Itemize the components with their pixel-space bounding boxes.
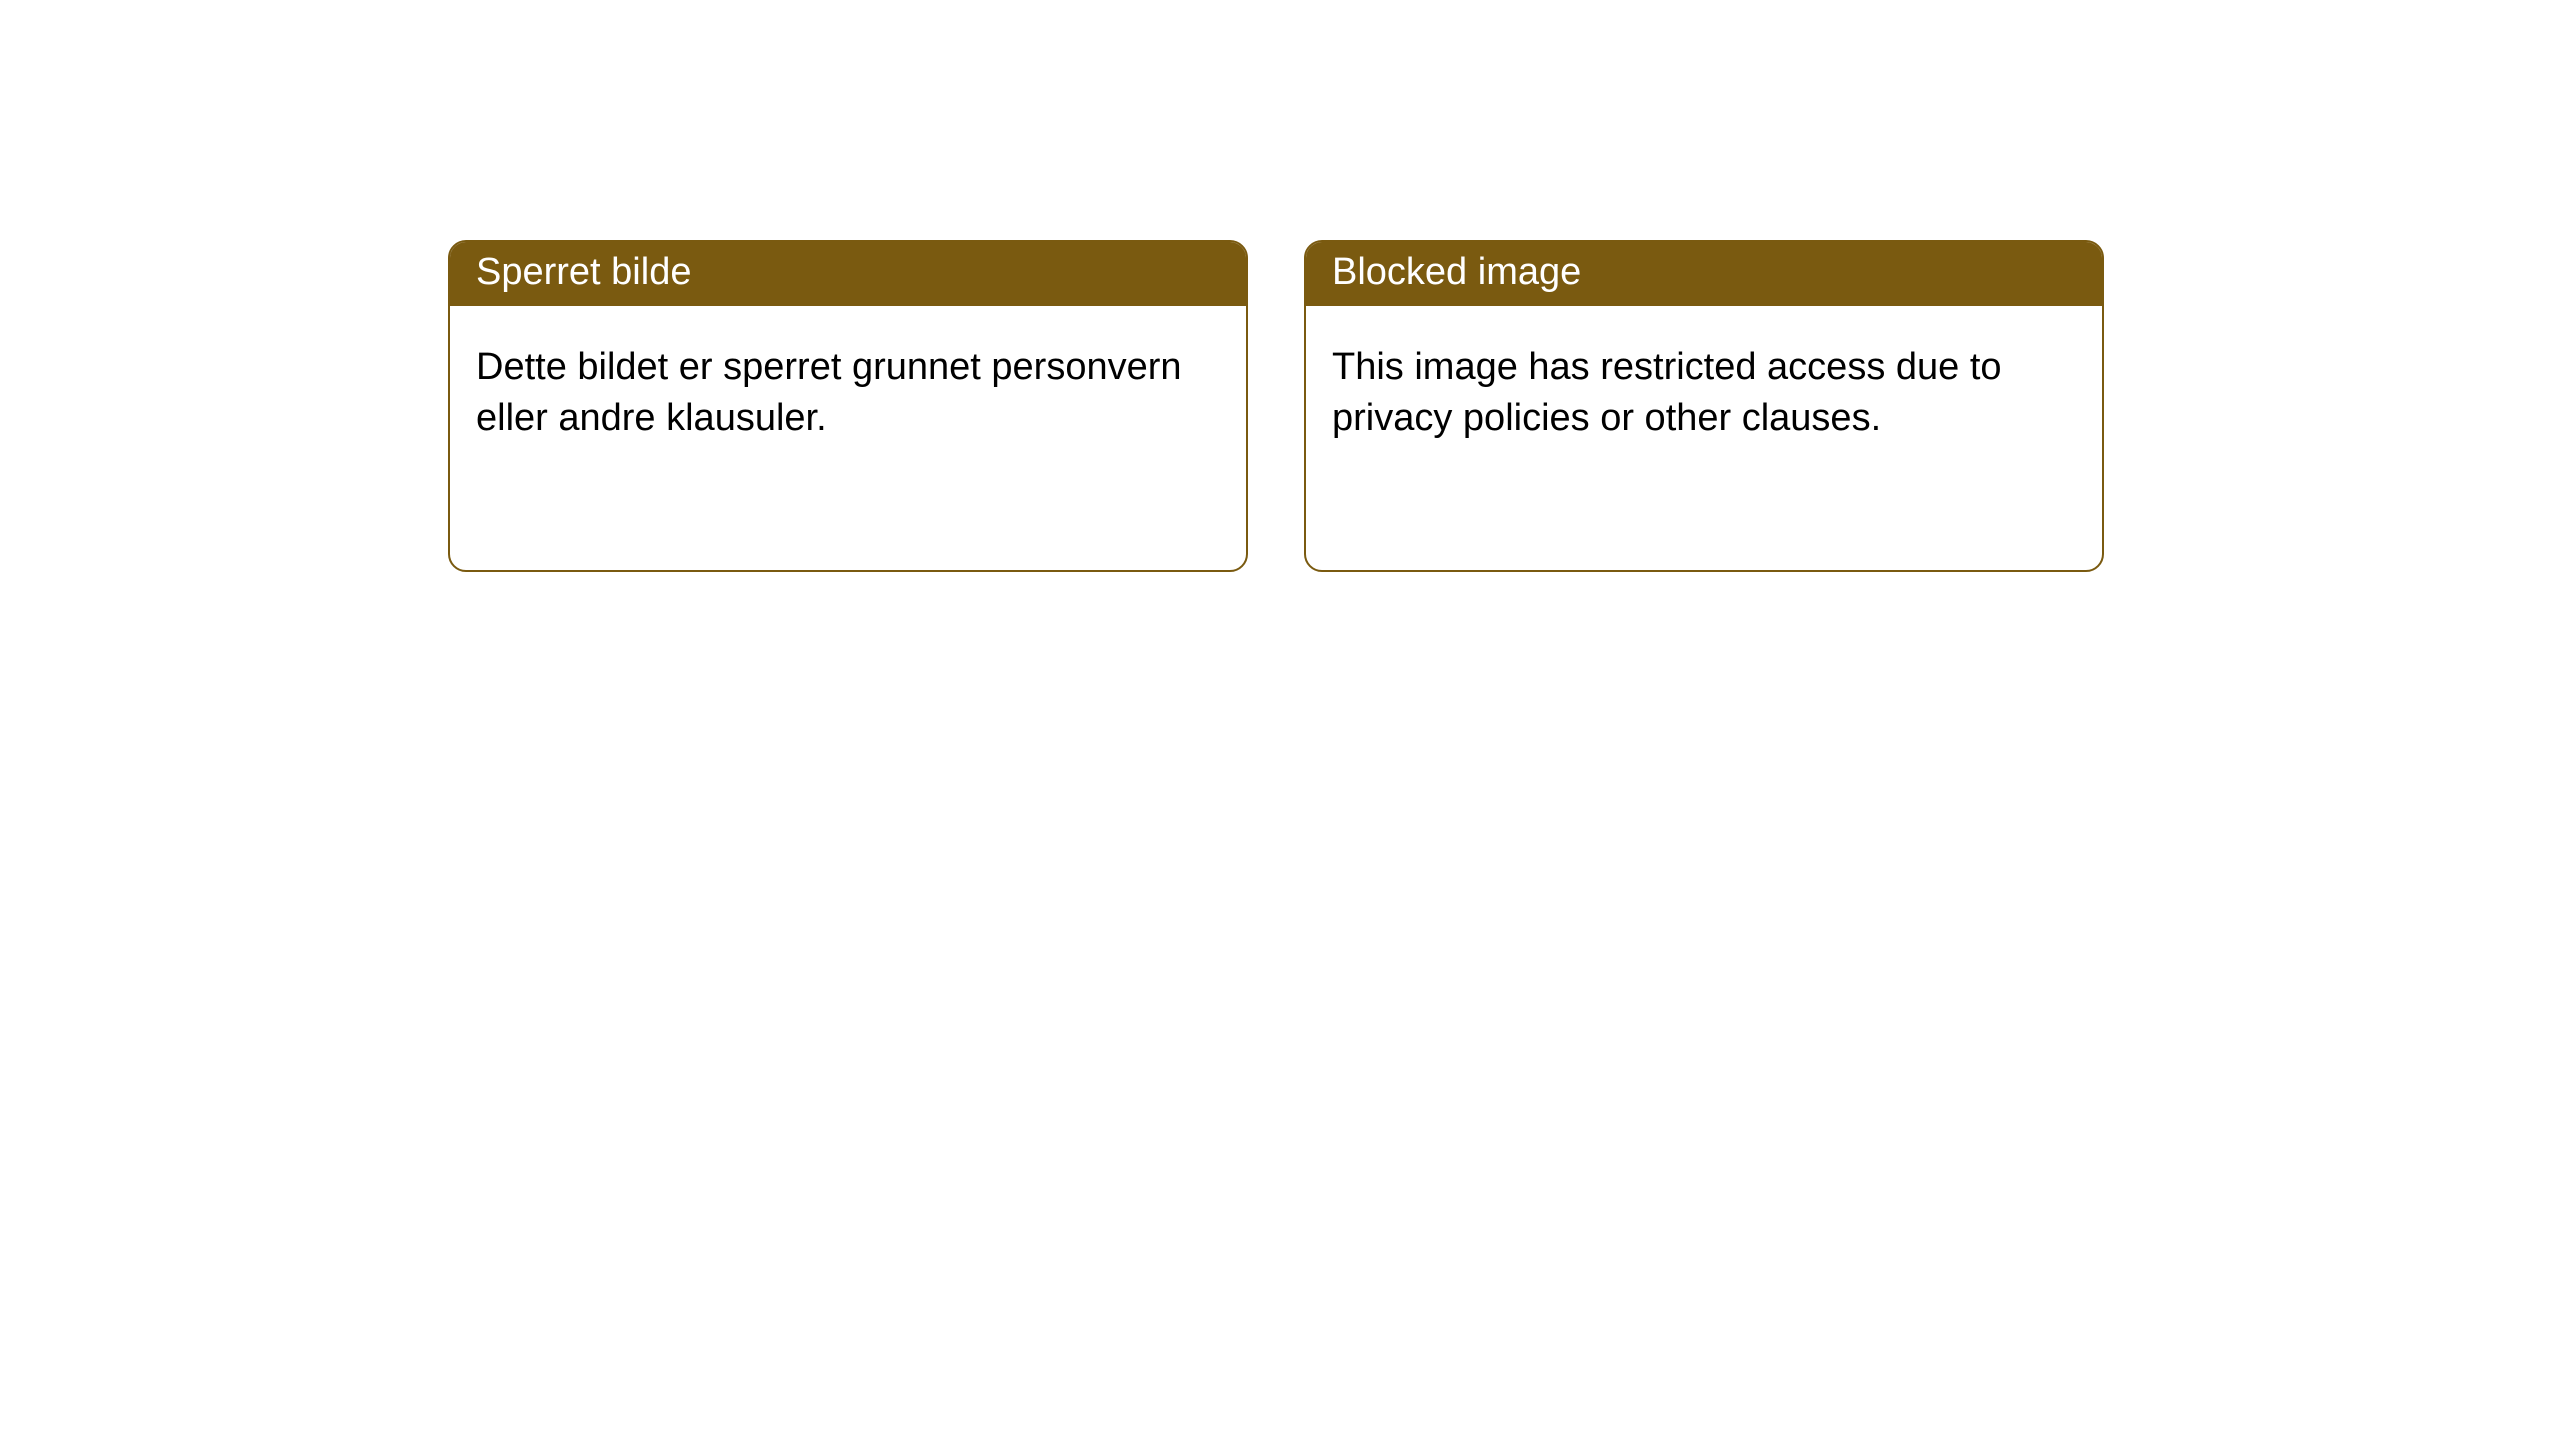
alert-body: This image has restricted access due to … xyxy=(1306,306,2102,570)
alert-card-norwegian: Sperret bilde Dette bildet er sperret gr… xyxy=(448,240,1248,572)
alert-card-english: Blocked image This image has restricted … xyxy=(1304,240,2104,572)
alert-title: Sperret bilde xyxy=(450,242,1246,306)
alert-body: Dette bildet er sperret grunnet personve… xyxy=(450,306,1246,570)
alert-container: Sperret bilde Dette bildet er sperret gr… xyxy=(0,0,2560,572)
alert-title: Blocked image xyxy=(1306,242,2102,306)
